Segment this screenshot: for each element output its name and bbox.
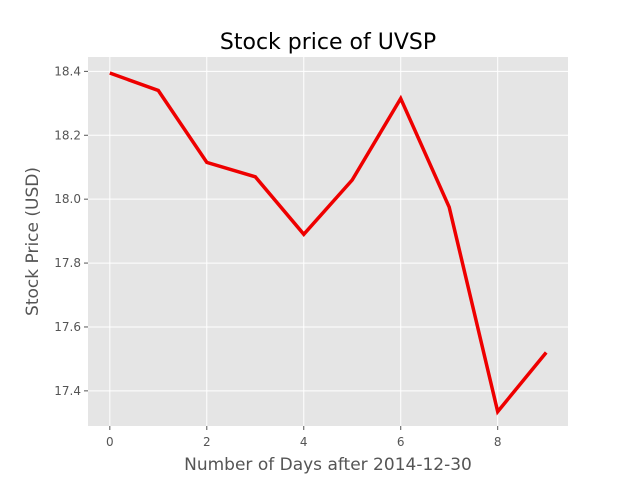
y-tick-label: 18.4 [54, 64, 81, 78]
x-tick-label: 2 [203, 435, 211, 449]
y-tick-label: 18.2 [54, 128, 81, 142]
y-axis-label: Stock Price (USD) [23, 167, 43, 316]
x-tick-label: 6 [397, 435, 405, 449]
x-tick-label: 8 [494, 435, 502, 449]
y-tick-label: 18.0 [54, 192, 81, 206]
chart-title: Stock price of UVSP [220, 30, 436, 55]
series-line [109, 71, 548, 416]
x-tick-label: 0 [106, 435, 114, 449]
plot-area [88, 57, 568, 426]
y-tick-label: 17.6 [54, 320, 81, 334]
grid-lines [88, 57, 568, 426]
x-axis-label: Number of Days after 2014-12-30 [184, 455, 472, 475]
y-axis-ticks: 17.4 17.6 17.8 18.0 18.2 18.4 [54, 64, 88, 398]
x-axis-ticks: 0 2 4 6 8 [106, 426, 502, 449]
y-tick-label: 17.4 [54, 384, 81, 398]
y-tick-label: 17.8 [54, 256, 81, 270]
x-tick-label: 4 [300, 435, 308, 449]
